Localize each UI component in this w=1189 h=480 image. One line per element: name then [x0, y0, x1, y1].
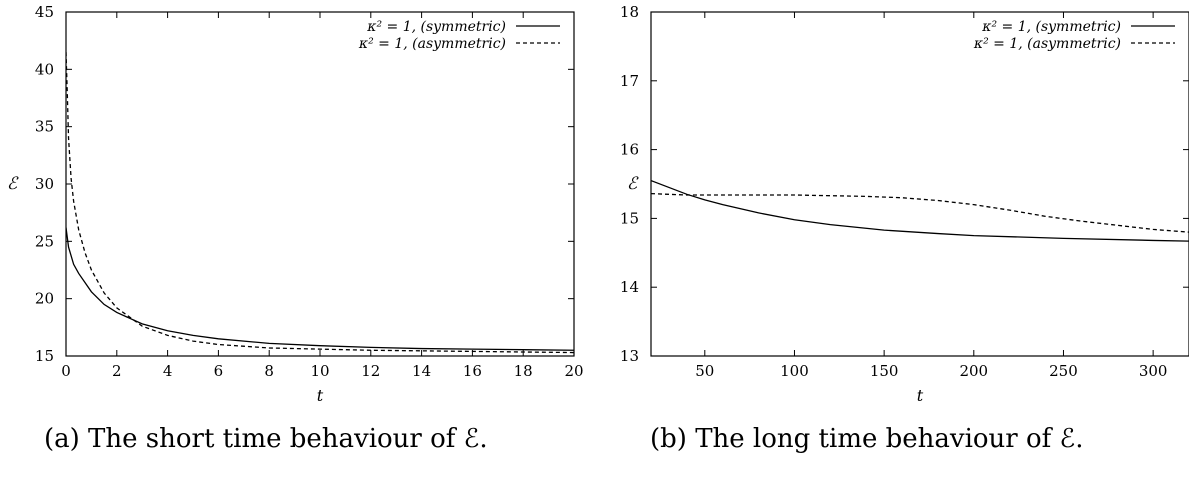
x-tick-label: 2 [112, 362, 122, 380]
caption-panel-a: (a) The short time behaviour of ℰ. [44, 424, 488, 454]
plot-frame [65, 11, 575, 357]
x-tick-label: 18 [514, 362, 533, 380]
x-tick-label: 150 [870, 362, 899, 380]
plot-frame [650, 11, 1189, 357]
legend-label: κ² = 1, (symmetric) [366, 19, 506, 35]
x-tick-label: 4 [163, 362, 173, 380]
x-tick-label: 8 [264, 362, 274, 380]
y-tick-label: 18 [620, 3, 639, 21]
x-tick-label: 250 [1049, 362, 1078, 380]
x-axis-label: t [917, 386, 924, 405]
x-tick-label: 10 [310, 362, 329, 380]
y-axis-label: ℰ [627, 174, 639, 194]
y-tick-label: 15 [35, 347, 54, 365]
y-tick-label: 25 [35, 232, 54, 250]
x-tick-label: 16 [463, 362, 482, 380]
x-tick-label: 12 [361, 362, 380, 380]
legend-label: κ² = 1, (asymmetric) [973, 36, 1121, 52]
y-tick-label: 35 [35, 118, 54, 136]
y-tick-label: 40 [35, 60, 54, 78]
x-tick-label: 100 [780, 362, 809, 380]
legend-label: κ² = 1, (symmetric) [981, 19, 1121, 35]
y-tick-label: 45 [35, 3, 54, 21]
y-tick-label: 30 [35, 175, 54, 193]
x-tick-label: 14 [412, 362, 431, 380]
y-tick-label: 14 [620, 278, 639, 296]
series-line-dashed [651, 192, 1189, 233]
x-tick-label: 50 [695, 362, 714, 380]
x-tick-label: 20 [564, 362, 583, 380]
x-axis-label: t [317, 386, 324, 405]
x-tick-label: 0 [61, 362, 71, 380]
series-line-solid [651, 179, 1189, 242]
y-tick-label: 13 [620, 347, 639, 365]
series-line-dashed [66, 52, 574, 354]
chart-panel-b: 50 100 150 200 250 300 13 14 15 16 17 18 t ℰκ² = 1, (… [620, 3, 1189, 405]
x-tick-label: 300 [1139, 362, 1168, 380]
x-tick-label: 200 [959, 362, 988, 380]
y-tick-label: 15 [620, 209, 639, 227]
chart-panel-a: 0 2 4 6 8 10 12 14 16 18 20 15 20 25 30 35 40 45 t ℰκ² = 1,… [7, 3, 584, 405]
caption-panel-b: (b) The long time behaviour of ℰ. [650, 424, 1084, 454]
y-axis-label: ℰ [7, 174, 19, 194]
y-tick-label: 20 [35, 290, 54, 308]
y-tick-label: 16 [620, 141, 639, 159]
legend-label: κ² = 1, (asymmetric) [358, 36, 506, 52]
y-tick-label: 17 [620, 72, 639, 90]
series-line-solid [66, 227, 574, 351]
x-tick-label: 6 [214, 362, 224, 380]
